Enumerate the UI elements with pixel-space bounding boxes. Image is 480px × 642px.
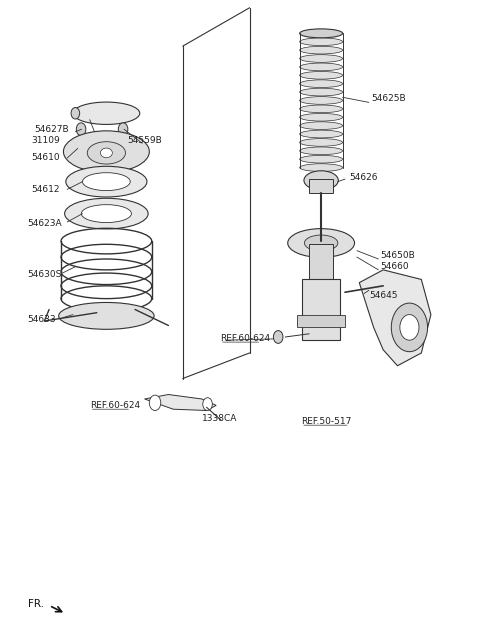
- Bar: [309, 179, 333, 193]
- Text: 54610: 54610: [32, 153, 60, 162]
- Ellipse shape: [300, 130, 343, 138]
- Bar: [302, 279, 340, 340]
- Text: 54660: 54660: [381, 262, 409, 271]
- Text: 54650B: 54650B: [381, 251, 416, 260]
- Bar: [309, 245, 333, 282]
- Text: 54645: 54645: [369, 291, 397, 300]
- Polygon shape: [144, 395, 216, 410]
- Ellipse shape: [304, 235, 338, 251]
- Ellipse shape: [300, 63, 343, 71]
- Ellipse shape: [300, 80, 343, 87]
- Ellipse shape: [300, 147, 343, 155]
- Text: 54630S: 54630S: [28, 270, 62, 279]
- Ellipse shape: [380, 279, 387, 293]
- Ellipse shape: [63, 131, 149, 173]
- Polygon shape: [360, 270, 431, 366]
- Ellipse shape: [304, 171, 338, 190]
- Text: 54625B: 54625B: [371, 94, 406, 103]
- Ellipse shape: [300, 46, 343, 54]
- Ellipse shape: [300, 88, 343, 96]
- Ellipse shape: [118, 123, 128, 135]
- Ellipse shape: [73, 102, 140, 125]
- Ellipse shape: [66, 166, 147, 197]
- Ellipse shape: [300, 55, 343, 62]
- Text: 54559B: 54559B: [127, 135, 162, 144]
- Text: 54626: 54626: [349, 173, 377, 182]
- Circle shape: [391, 303, 428, 352]
- Bar: [297, 315, 345, 327]
- Ellipse shape: [59, 302, 154, 329]
- Ellipse shape: [81, 205, 132, 223]
- Ellipse shape: [300, 97, 343, 104]
- Ellipse shape: [300, 71, 343, 79]
- Ellipse shape: [300, 164, 343, 171]
- Text: 31109: 31109: [32, 135, 60, 144]
- Text: 1338CA: 1338CA: [202, 413, 237, 422]
- Ellipse shape: [288, 229, 355, 257]
- Text: REF.60-624: REF.60-624: [220, 334, 270, 343]
- Circle shape: [203, 397, 212, 410]
- Ellipse shape: [100, 148, 112, 158]
- Text: REF.50-517: REF.50-517: [301, 417, 351, 426]
- Ellipse shape: [300, 155, 343, 163]
- Ellipse shape: [300, 29, 343, 38]
- Text: 54633: 54633: [28, 315, 56, 324]
- Ellipse shape: [300, 139, 343, 146]
- Ellipse shape: [87, 142, 125, 164]
- Ellipse shape: [274, 331, 283, 343]
- Ellipse shape: [65, 198, 148, 229]
- Ellipse shape: [300, 105, 343, 113]
- Ellipse shape: [300, 122, 343, 130]
- Ellipse shape: [300, 38, 343, 46]
- Text: 54627B: 54627B: [34, 125, 69, 134]
- Circle shape: [400, 315, 419, 340]
- Ellipse shape: [71, 107, 80, 119]
- Ellipse shape: [300, 114, 343, 121]
- Circle shape: [149, 395, 161, 410]
- Ellipse shape: [76, 123, 86, 135]
- Text: REF.60-624: REF.60-624: [90, 401, 140, 410]
- Text: 54623A: 54623A: [28, 219, 62, 228]
- Text: 54612: 54612: [32, 186, 60, 195]
- Text: FR.: FR.: [28, 598, 44, 609]
- Ellipse shape: [83, 173, 130, 191]
